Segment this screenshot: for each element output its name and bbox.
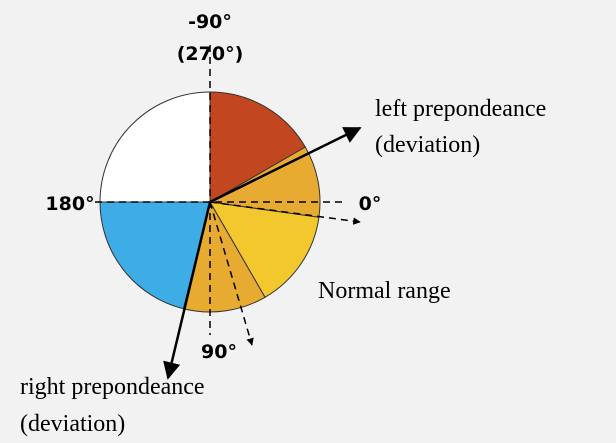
label: 90° (201, 341, 237, 363)
sector (209, 201, 320, 298)
sector (99, 91, 211, 203)
dashed-arrow (209, 201, 361, 225)
label: Normal range (318, 278, 451, 304)
label: left prepondeance (375, 96, 546, 122)
label: 0° (359, 193, 382, 215)
left-arrow (209, 126, 362, 204)
dashed-axes (95, 45, 361, 346)
label: right prepondeance (20, 374, 205, 400)
label: 180° (45, 193, 94, 215)
right-arrow (163, 201, 212, 380)
label: (270°) (177, 43, 244, 65)
label: -90° (188, 11, 232, 33)
solid-arrows (163, 126, 362, 380)
dashed-arrow (209, 201, 254, 346)
sector (99, 201, 211, 310)
label: (deviation) (375, 132, 480, 158)
pie (99, 91, 321, 313)
sector (209, 91, 306, 203)
label: (deviation) (20, 411, 125, 437)
